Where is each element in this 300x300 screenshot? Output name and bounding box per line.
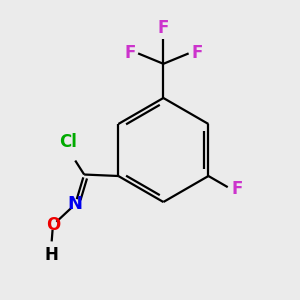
Text: F: F <box>191 44 202 62</box>
Text: N: N <box>68 195 83 213</box>
Text: F: F <box>158 19 169 37</box>
Text: O: O <box>46 216 60 234</box>
Text: F: F <box>124 44 136 62</box>
Text: H: H <box>44 246 58 264</box>
Text: Cl: Cl <box>59 133 77 151</box>
Text: F: F <box>232 180 243 198</box>
